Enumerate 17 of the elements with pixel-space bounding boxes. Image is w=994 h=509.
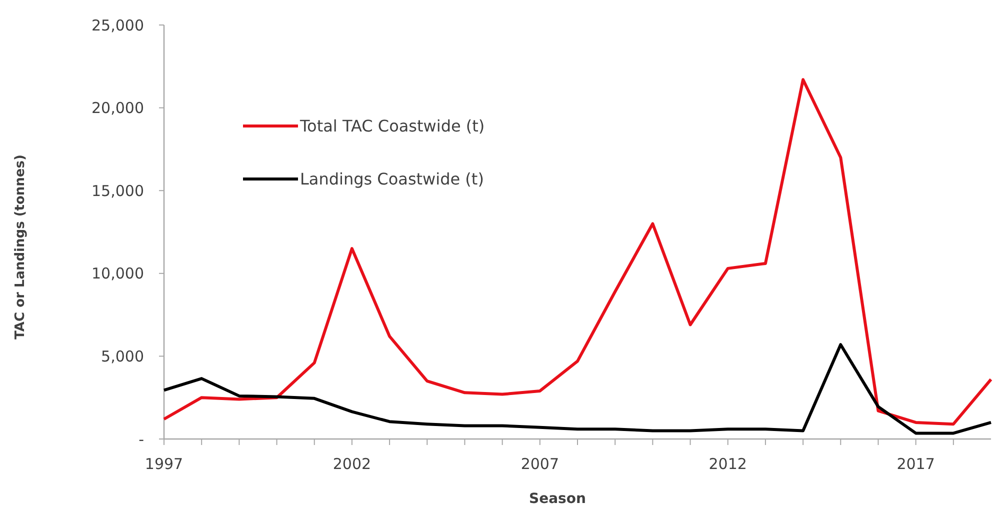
y-tick-label: - bbox=[138, 430, 144, 448]
y-tick-label: 25,000 bbox=[92, 16, 144, 34]
x-axis-title: Season bbox=[529, 491, 586, 507]
x-tick-label: 2002 bbox=[332, 455, 372, 473]
line-series bbox=[162, 78, 992, 426]
y-tick-label: 15,000 bbox=[92, 182, 144, 200]
legend-label: Total TAC Coastwide (t) bbox=[299, 116, 485, 136]
line-series bbox=[162, 343, 992, 435]
y-axis-title: TAC or Landings (tonnes) bbox=[13, 154, 28, 340]
y-tick-label: 10,000 bbox=[92, 264, 144, 283]
x-tick-label: 2007 bbox=[520, 455, 560, 473]
y-tick-label: 5,000 bbox=[101, 347, 144, 366]
x-tick-label: 2017 bbox=[896, 455, 935, 473]
legend-label: Landings Coastwide (t) bbox=[300, 170, 484, 189]
x-tick-label: 1997 bbox=[144, 455, 184, 473]
y-tick-label: 20,000 bbox=[92, 99, 144, 118]
x-tick-label: 2012 bbox=[708, 455, 747, 473]
